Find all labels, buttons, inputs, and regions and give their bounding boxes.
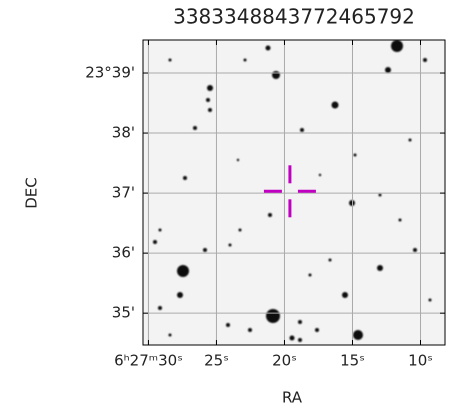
stars [153, 40, 432, 342]
sky-image [143, 40, 445, 345]
y-tick-label: 35' [112, 304, 135, 322]
x-axis-label: RA [282, 389, 303, 407]
x-tick-label: 6ʰ27ᵐ30ˢ [114, 352, 183, 370]
y-tick-label: 38' [112, 124, 135, 142]
x-tick-label: 10ˢ [408, 352, 433, 370]
y-tick-label: 23°39' [85, 64, 135, 82]
x-tick-label: 25ˢ [204, 352, 229, 370]
x-tick-label: 15ˢ [340, 352, 365, 370]
x-tick-label: 20ˢ [272, 352, 297, 370]
y-tick-label: 37' [112, 184, 135, 202]
y-tick-label: 36' [112, 244, 135, 262]
frame [142, 39, 446, 346]
chart-title: 3383348843772465792 [173, 5, 415, 29]
y-axis-label: DEC [23, 177, 41, 209]
grid [143, 40, 445, 345]
